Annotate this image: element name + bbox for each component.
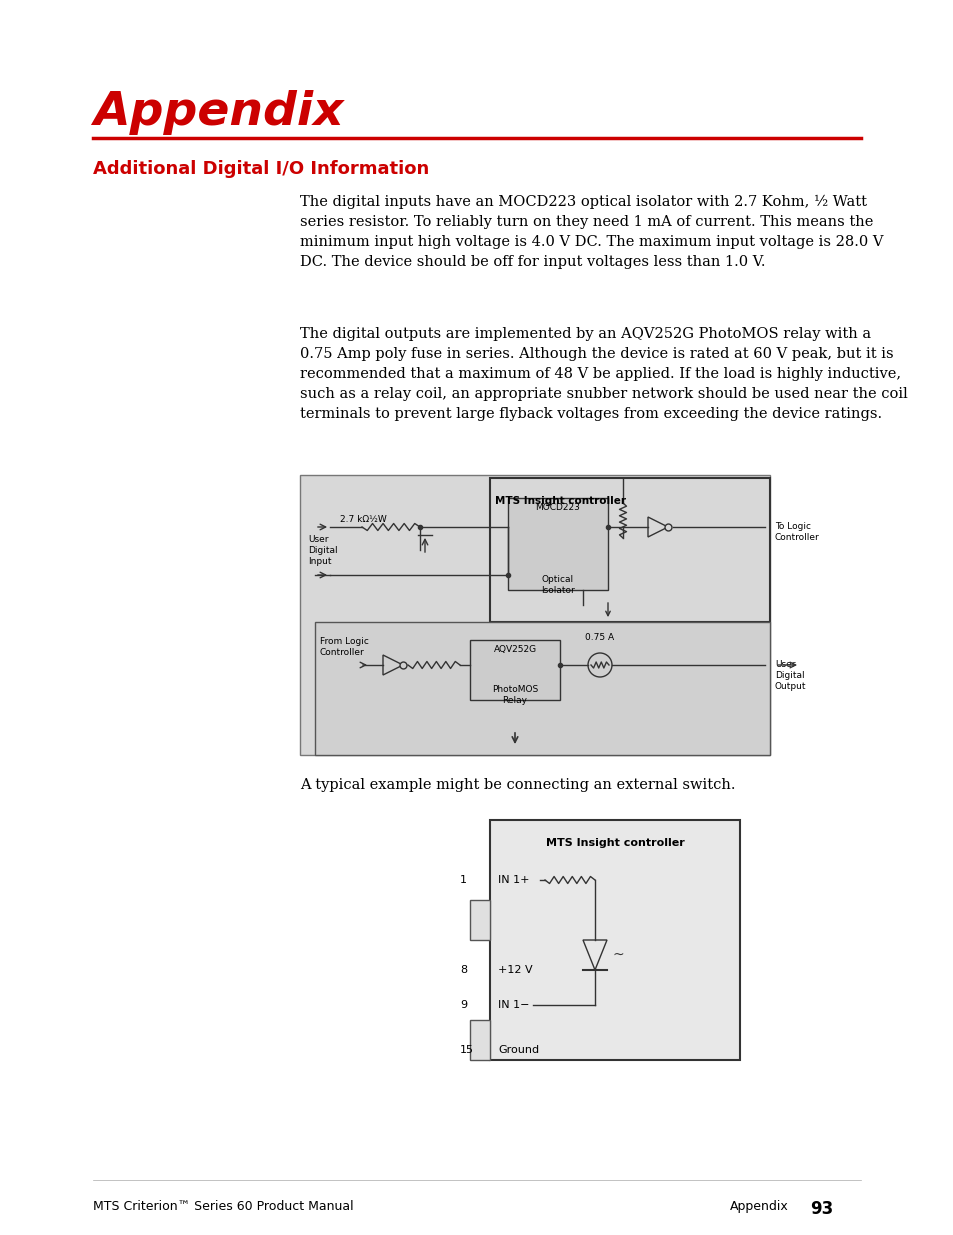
Text: 15: 15 [459, 1045, 474, 1055]
Polygon shape [582, 940, 606, 969]
Bar [470, 1020, 490, 1060]
Text: The digital outputs are implemented by an AQV252G PhotoMOS relay with a
0.75 Amp: The digital outputs are implemented by a… [299, 327, 907, 421]
Text: 2.7 kΩ½W: 2.7 kΩ½W [339, 515, 386, 524]
Text: IN 1−: IN 1− [497, 1000, 529, 1010]
Text: 8: 8 [459, 965, 467, 974]
Bar [470, 640, 559, 700]
Bar [470, 900, 490, 940]
Text: AQV252G: AQV252G [493, 645, 536, 655]
Text: MTS Criterion™ Series 60 Product Manual: MTS Criterion™ Series 60 Product Manual [92, 1200, 354, 1213]
Text: Appendix: Appendix [729, 1200, 788, 1213]
Text: PhotoMOS
Relay: PhotoMOS Relay [492, 685, 537, 705]
Polygon shape [647, 517, 667, 537]
Text: Ground: Ground [497, 1045, 538, 1055]
Text: Additional Digital I/O Information: Additional Digital I/O Information [92, 161, 429, 178]
Text: From Logic
Controller: From Logic Controller [319, 637, 369, 657]
Text: 93: 93 [809, 1200, 832, 1218]
Text: +12 V: +12 V [497, 965, 532, 974]
Text: Optical
Isolator: Optical Isolator [540, 576, 575, 595]
Text: User
Digital
Output: User Digital Output [774, 659, 805, 692]
Bar [314, 622, 769, 755]
Bar [507, 498, 607, 590]
Text: User
Digital
Input: User Digital Input [308, 535, 337, 566]
Text: To Logic
Controller: To Logic Controller [774, 522, 819, 542]
Text: A typical example might be connecting an external switch.: A typical example might be connecting an… [299, 778, 735, 792]
Text: 1: 1 [459, 876, 467, 885]
Bar [490, 478, 769, 622]
Text: Appendix: Appendix [92, 90, 343, 135]
Text: MOCD223: MOCD223 [535, 503, 579, 513]
Polygon shape [382, 655, 402, 676]
Text: IN 1+: IN 1+ [497, 876, 529, 885]
Text: The digital inputs have an MOCD223 optical isolator with 2.7 Kohm, ½ Watt
series: The digital inputs have an MOCD223 optic… [299, 195, 882, 269]
Text: 0.75 A: 0.75 A [585, 634, 614, 642]
Text: ~: ~ [613, 948, 624, 962]
Bar [490, 820, 740, 1060]
Circle shape [587, 653, 612, 677]
Bar [299, 475, 769, 755]
Text: MTS Insight controller: MTS Insight controller [545, 839, 683, 848]
Text: 9: 9 [459, 1000, 467, 1010]
Bar [299, 475, 769, 755]
Text: MTS Insight controller: MTS Insight controller [495, 496, 625, 506]
